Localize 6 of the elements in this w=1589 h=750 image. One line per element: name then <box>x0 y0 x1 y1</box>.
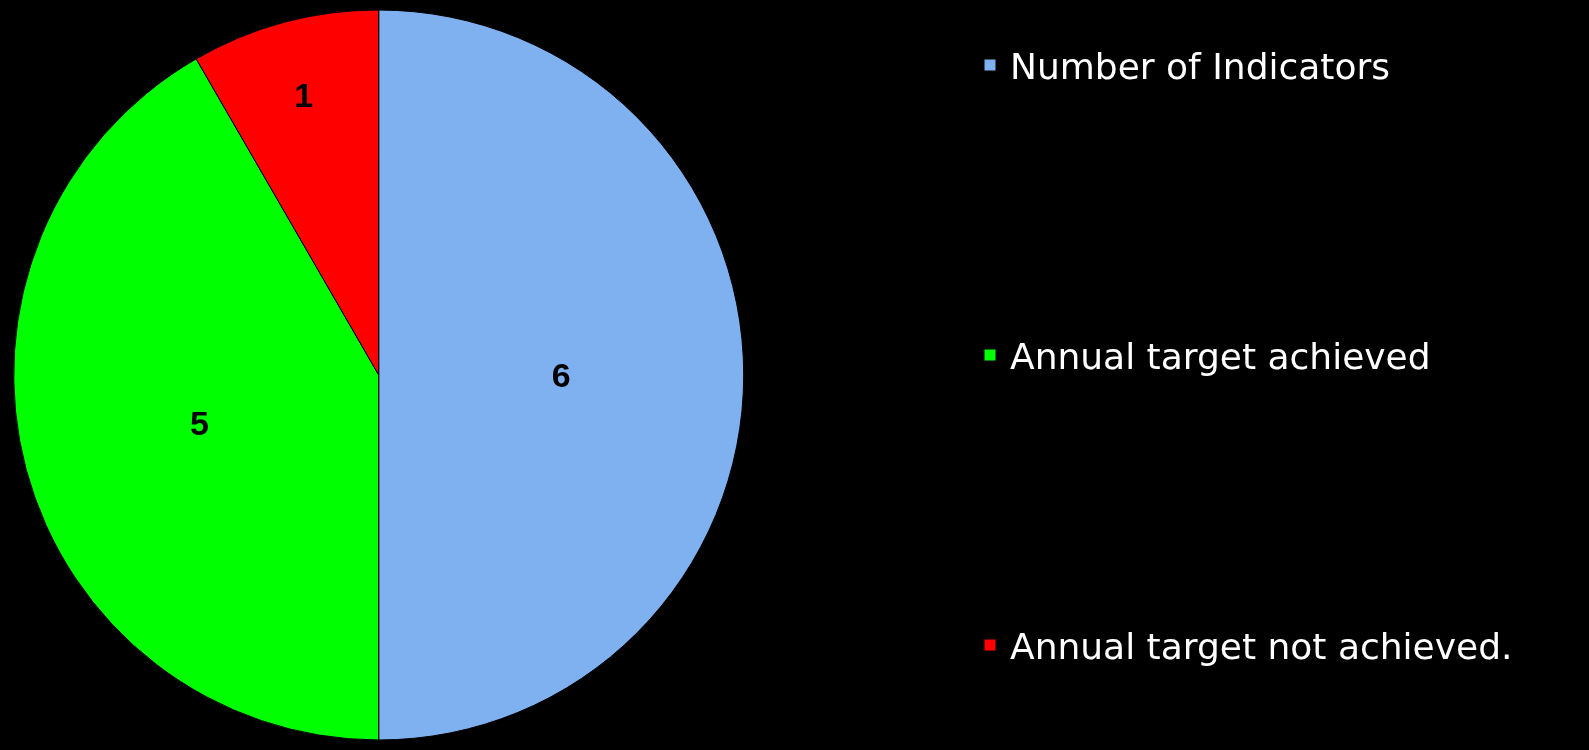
data-label: 6 <box>551 356 571 394</box>
legend-label: Annual target not achieved. <box>1010 626 1513 668</box>
legend-label: Number of Indicators <box>1010 46 1391 88</box>
data-label: 5 <box>189 404 209 443</box>
legend-label: Annual target achieved <box>1010 336 1431 378</box>
data-label: 1 <box>294 75 314 114</box>
